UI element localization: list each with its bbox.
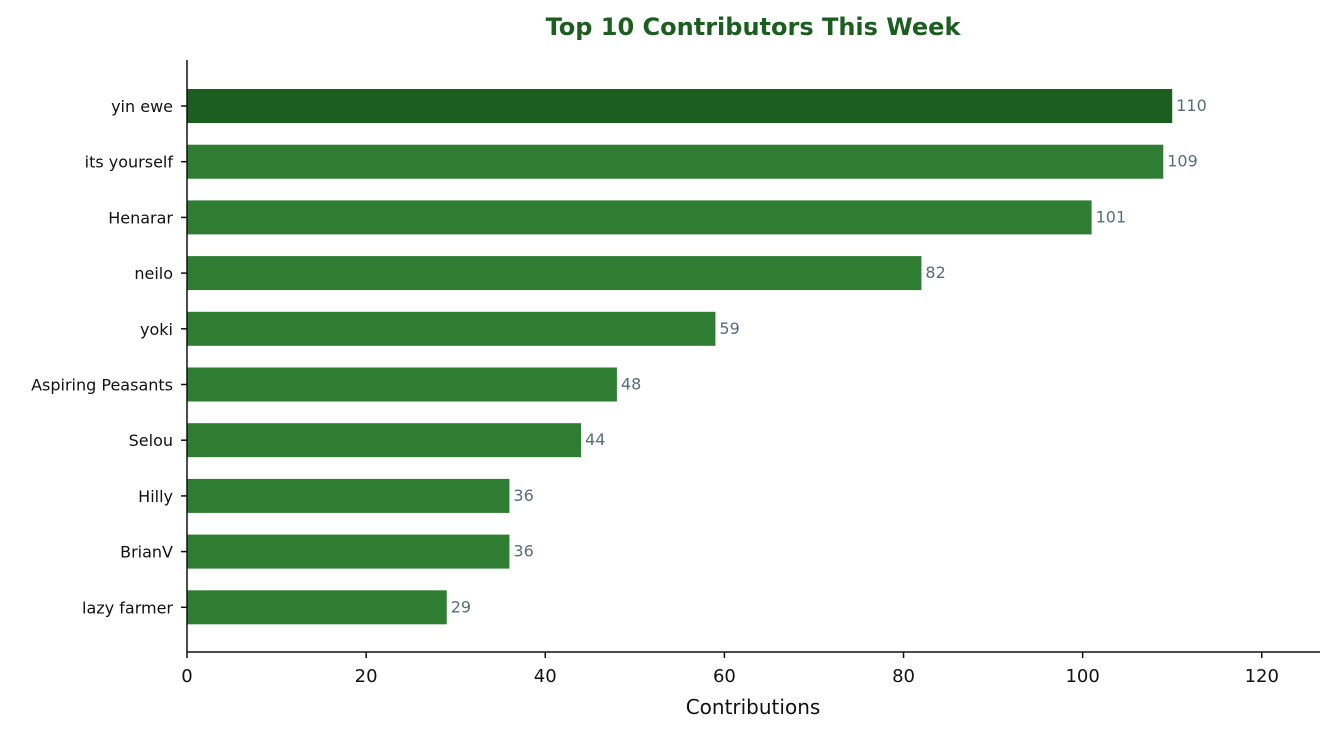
chart-title: Top 10 Contributors This Week <box>546 13 962 41</box>
x-tick-label: 120 <box>1245 666 1279 687</box>
category-label: its yourself <box>85 153 174 172</box>
category-labels: yin ewe its yourself Henarar neilo yoki Aspir… <box>31 97 187 617</box>
category-label: Aspiring Peasants <box>31 376 173 395</box>
x-tick-label: 100 <box>1065 666 1099 687</box>
axes <box>186 60 1320 653</box>
x-tick-label: 20 <box>355 666 378 687</box>
value-label: 109 <box>1167 152 1198 171</box>
x-tick-label: 80 <box>892 666 915 687</box>
x-axis-title: Contributions <box>686 695 821 719</box>
bar <box>187 200 1092 235</box>
bar <box>187 367 617 402</box>
bar <box>187 478 510 513</box>
category-label: Selou <box>129 431 173 450</box>
x-tick-label: 40 <box>534 666 557 687</box>
value-labels: 110 109 101 82 59 48 44 36 36 29 <box>451 96 1207 616</box>
bar <box>187 534 510 569</box>
x-ticks: 0 20 40 60 80 100 120 <box>181 652 1279 687</box>
value-label: 29 <box>451 597 471 616</box>
category-label: yoki <box>140 320 173 339</box>
value-label: 48 <box>621 375 641 394</box>
value-label: 36 <box>513 542 533 561</box>
bar <box>187 590 447 625</box>
x-tick-label: 60 <box>713 666 736 687</box>
bar <box>187 311 716 346</box>
value-label: 36 <box>513 486 533 505</box>
value-label: 101 <box>1096 207 1127 226</box>
category-label: yin ewe <box>111 97 173 116</box>
category-label: neilo <box>134 264 173 283</box>
category-label: Hilly <box>138 487 173 506</box>
value-label: 44 <box>585 430 605 449</box>
bars <box>187 89 1173 625</box>
value-label: 82 <box>925 263 945 282</box>
bar <box>187 89 1173 123</box>
value-label: 59 <box>719 319 739 338</box>
bar <box>187 144 1164 179</box>
value-label: 110 <box>1176 96 1207 115</box>
category-label: Henarar <box>108 208 173 227</box>
x-tick-label: 0 <box>181 666 192 687</box>
category-label: BrianV <box>120 543 173 562</box>
category-label: lazy farmer <box>82 598 173 617</box>
bar <box>187 423 582 458</box>
bar <box>187 256 922 291</box>
